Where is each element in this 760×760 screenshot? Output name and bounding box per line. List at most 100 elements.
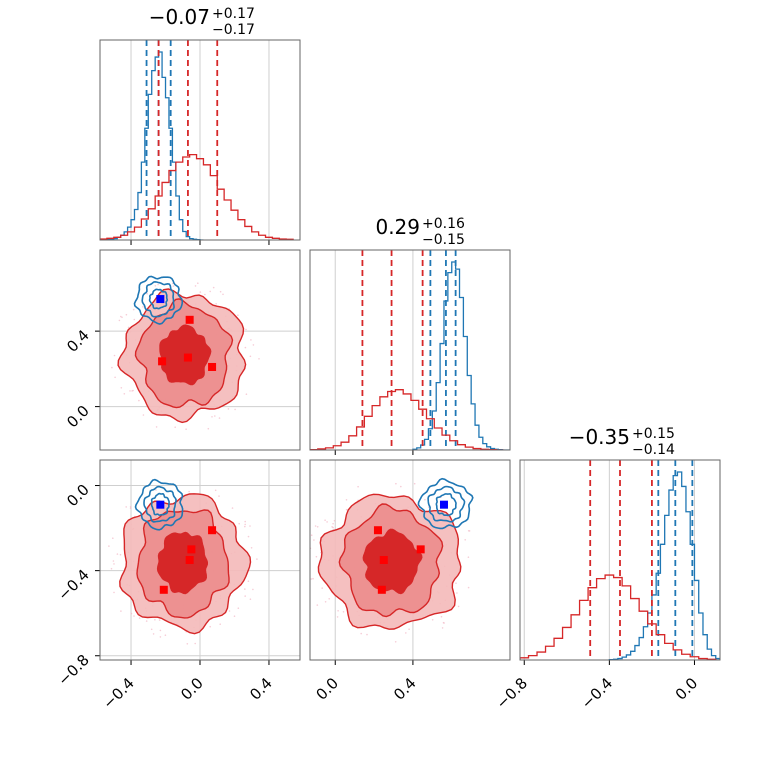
- 2d-param-1-vs-param-3-sample-point: [164, 634, 167, 636]
- 2d-param-1-vs-param-2-sample-point: [214, 415, 216, 417]
- 2d-param-1-vs-param-3-sample-point: [158, 619, 161, 621]
- 2d-param-1-vs-param-2-sample-point: [123, 393, 126, 395]
- 2d-param-2-vs-param-3-sample-point: [336, 616, 339, 618]
- 2d-param-2-vs-param-3-sample-point: [333, 519, 336, 522]
- 2d-param-2-vs-param-3-sample-point: [413, 482, 416, 485]
- 2d-param-1-vs-param-3-sample-point: [244, 520, 246, 523]
- 2d-param-2-vs-param-3-xtick-label-0: 0.0: [312, 674, 342, 704]
- 2d-param-1-vs-param-3-sample-point: [237, 607, 240, 609]
- 1d-param-2-title-plus: +0.16: [422, 216, 465, 232]
- 2d-param-1-vs-param-3-red-marker-0: [159, 585, 168, 594]
- 2d-param-1-vs-param-3-sample-point: [129, 507, 132, 510]
- 2d-param-2-vs-param-3-sample-point: [305, 568, 307, 570]
- 1d-param-2-title: 0.29: [375, 215, 420, 239]
- 2d-param-1-vs-param-2-red-marker-3: [208, 362, 217, 371]
- 2d-param-1-vs-param-3-xtick-label-0: −0.4: [99, 674, 137, 712]
- 2d-param-1-vs-param-2-sample-point: [114, 376, 116, 379]
- 2d-param-2-vs-param-3-sample-point: [443, 622, 445, 624]
- 2d-param-2-vs-param-3-sample-point: [331, 526, 333, 528]
- 2d-param-1-vs-param-2-sample-point: [154, 285, 157, 287]
- 2d-param-1-vs-param-2-sample-point: [209, 290, 211, 293]
- 2d-param-1-vs-param-3-sample-point: [150, 628, 153, 631]
- 2d-param-1-vs-param-2-sample-point: [171, 282, 174, 285]
- 2d-param-1-vs-param-3-sample-point: [112, 560, 115, 562]
- 2d-param-2-vs-param-3-sample-point: [467, 556, 470, 558]
- 2d-param-1-vs-param-3-sample-point: [209, 625, 211, 628]
- 2d-param-1-vs-param-2-frame: [99, 249, 301, 451]
- 2d-param-2-vs-param-3-sample-point: [310, 534, 313, 536]
- 2d-param-1-vs-param-2-sample-point: [120, 315, 122, 318]
- 2d-param-2-vs-param-3-sample-point: [326, 521, 328, 523]
- 2d-param-1-vs-param-2-sample-point: [172, 285, 175, 287]
- 2d-param-2-vs-param-3-sample-point: [408, 628, 410, 630]
- 2d-param-1-vs-param-3-xtick-label-2: 0.4: [246, 674, 276, 704]
- 2d-param-1-vs-param-3-sample-point: [159, 629, 162, 632]
- 1d-param-3-title-plus: +0.15: [632, 426, 675, 442]
- 2d-param-1-vs-param-2-sample-point: [245, 393, 248, 396]
- 2d-param-1-vs-param-3-sample-point: [186, 643, 189, 645]
- 2d-param-2-vs-param-3-sample-point: [312, 577, 314, 580]
- 2d-param-2-vs-param-3-sample-point: [394, 641, 397, 643]
- 2d-param-1-vs-param-2-sample-point: [237, 314, 239, 317]
- 2d-param-1-vs-param-3-sample-point: [250, 547, 253, 549]
- 2d-param-1-vs-param-3-sample-point: [244, 595, 246, 597]
- 2d-param-1-vs-param-2-sample-point: [142, 306, 144, 308]
- 2d-param-1-vs-param-2-sample-point: [234, 408, 236, 411]
- 2d-param-2-vs-param-3-sample-point: [441, 627, 444, 629]
- 2d-param-1-vs-param-3-xtick-label-1: 0.0: [177, 674, 207, 704]
- 2d-param-1-vs-param-3-red-marker-2: [187, 545, 196, 554]
- 2d-param-1-vs-param-3-sample-point: [214, 489, 217, 492]
- 2d-param-1-vs-param-2-sample-point: [146, 293, 148, 295]
- 2d-param-2-vs-param-3-sample-point: [321, 587, 324, 589]
- 1d-param-2-title-minus: −0.15: [422, 232, 465, 248]
- 2d-param-1-vs-param-3-sample-point: [247, 580, 250, 582]
- 2d-param-1-vs-param-2-sample-point: [185, 428, 187, 431]
- 2d-param-1-vs-param-3-sample-point: [129, 506, 132, 508]
- 1d-param-3-xtick-label-1: −0.4: [578, 674, 616, 712]
- 2d-param-1-vs-param-2-sample-point: [132, 308, 135, 311]
- 2d-param-1-vs-param-2-blue-contour-1: [141, 280, 175, 318]
- 2d-param-1-vs-param-3-sample-point: [228, 610, 231, 612]
- 2d-param-2-vs-param-3-sample-point: [431, 619, 434, 621]
- 2d-param-1-vs-param-3-sample-point: [218, 495, 220, 497]
- 2d-param-1-vs-param-2-blue-contour-0: [148, 288, 169, 310]
- 2d-param-1-vs-param-2-sample-point: [199, 291, 202, 293]
- 2d-param-2-vs-param-3-sample-point: [395, 482, 397, 485]
- 2d-param-1-vs-param-3-frame: [99, 459, 301, 661]
- 1d-param-3-series-blue-steps: [608, 471, 720, 660]
- 1d-param-3-title-value: −0.35: [569, 425, 630, 449]
- 2d-param-2-vs-param-3-sample-point: [456, 592, 458, 594]
- 2d-param-1-vs-param-3-blue-marker-0: [156, 500, 165, 509]
- 2d-param-1-vs-param-2-blue-marker-0: [156, 295, 165, 304]
- 2d-param-2-vs-param-3-red-marker-1: [379, 556, 388, 564]
- 2d-param-1-vs-param-2-plot-area: [111, 275, 260, 431]
- 2d-param-1-vs-param-3-sample-point: [125, 506, 127, 508]
- 2d-param-2-vs-param-3-sample-point: [400, 485, 402, 488]
- 2d-param-2-vs-param-3-sample-point: [337, 610, 339, 612]
- 2d-param-2-vs-param-3-blue-contour-0: [435, 493, 457, 517]
- 2d-param-1-vs-param-2-sample-point: [131, 390, 133, 392]
- 2d-param-2-vs-param-3-blue-contour-1: [427, 485, 466, 523]
- 1d-param-1-title-plus: +0.17: [212, 6, 255, 22]
- 2d-param-2-vs-param-3-sample-point: [324, 601, 327, 603]
- 2d-param-1-vs-param-3-red-marker-1: [185, 556, 194, 564]
- 2d-param-2-vs-param-3-sample-point: [314, 525, 317, 527]
- 2d-param-2-vs-param-3-sample-point: [342, 611, 345, 613]
- 2d-param-1-vs-param-2-blue-contour-2: [133, 275, 184, 325]
- 1d-param-3-plot-area: [520, 460, 720, 660]
- 2d-param-1-vs-param-3-sample-point: [252, 588, 254, 591]
- 2d-param-1-vs-param-3-sample-point: [120, 610, 122, 612]
- 2d-param-1-vs-param-2-sample-point: [113, 354, 116, 357]
- 2d-param-1-vs-param-2-red-marker-0: [158, 357, 167, 366]
- 2d-param-2-vs-param-3-sample-point: [467, 530, 470, 532]
- 2d-param-1-vs-param-3-blue-contour-2: [134, 478, 184, 531]
- 1d-param-1-plot-area: [100, 40, 294, 240]
- 1d-param-3-frame: [519, 459, 721, 661]
- 2d-param-2-vs-param-3-sample-point: [316, 604, 319, 606]
- 2d-param-1-vs-param-3-blue-contour-0: [150, 492, 170, 517]
- 2d-param-1-vs-param-3-sample-point: [133, 615, 135, 617]
- 2d-param-2-vs-param-3-sample-point: [440, 615, 443, 618]
- 2d-param-1-vs-param-3-sample-point: [138, 617, 141, 619]
- 2d-param-1-vs-param-2-sample-point: [125, 313, 128, 316]
- 2d-param-2-vs-param-3-sample-point: [464, 539, 467, 541]
